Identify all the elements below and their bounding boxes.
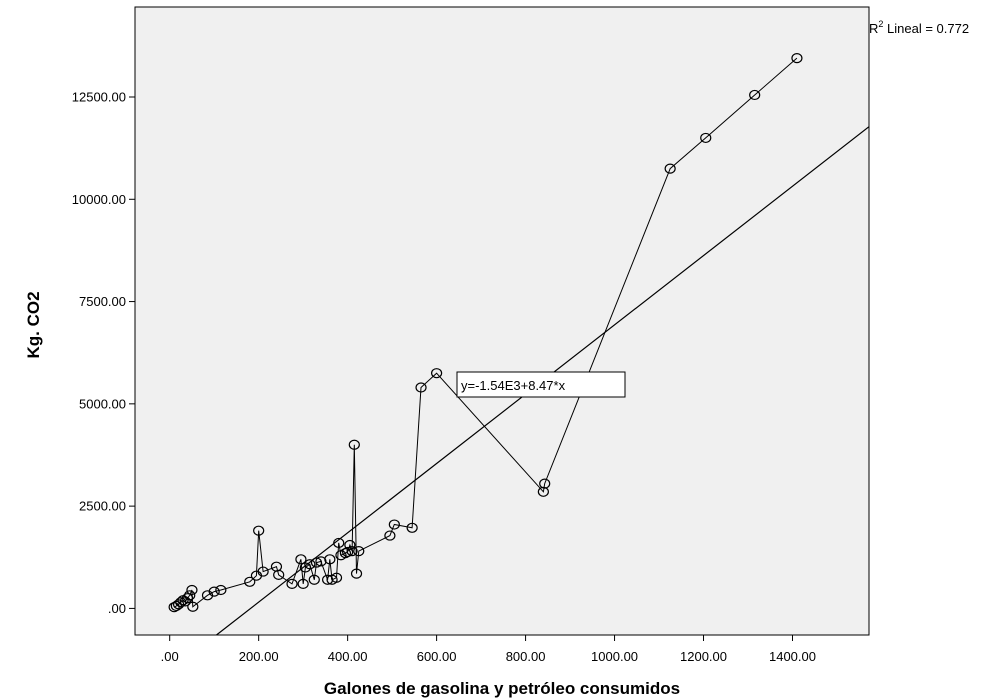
- data-point: [253, 525, 265, 536]
- data-point: [339, 548, 352, 559]
- data-point: [431, 368, 443, 379]
- x-axis-title: Galones de gasolina y petróleo consumido…: [324, 679, 680, 698]
- equation-box: [456, 371, 626, 398]
- x-tick-label: 400.00: [328, 649, 368, 664]
- data-point: [348, 439, 360, 450]
- y-tick-label: 10000.00: [72, 192, 126, 207]
- x-tick-label: 800.00: [506, 649, 546, 664]
- equation-annotation: y=-1.54E3+8.47*x: [456, 371, 626, 398]
- data-point: [342, 546, 354, 558]
- r2-label: R2 Lineal = 0.772: [869, 19, 969, 36]
- data-point: [384, 530, 396, 541]
- plot-area: [134, 6, 870, 636]
- data-point: [308, 574, 320, 585]
- data-point: [310, 557, 323, 568]
- x-tick-label: 1000.00: [591, 649, 638, 664]
- data-point: [304, 559, 316, 570]
- data-point: [749, 89, 761, 101]
- data-point: [297, 578, 309, 589]
- data-points-layer: [168, 53, 803, 613]
- data-point: [791, 53, 803, 64]
- data-point: [295, 554, 307, 565]
- data-point: [333, 537, 345, 549]
- data-point: [187, 601, 199, 612]
- y-tick-label: 7500.00: [79, 294, 126, 309]
- x-tick-label: 1200.00: [680, 649, 727, 664]
- data-point: [215, 584, 227, 596]
- data-point: [537, 486, 549, 497]
- x-tick-label: 1400.00: [769, 649, 816, 664]
- data-point: [415, 382, 427, 393]
- y-axis: .00 2500.00 5000.00 7500.00 10000.00 12500.00: [72, 90, 135, 616]
- data-point: [257, 566, 269, 577]
- y-tick-label: 5000.00: [79, 396, 126, 411]
- x-tick-label: 200.00: [239, 649, 279, 664]
- data-point: [244, 576, 256, 587]
- data-point: [700, 132, 712, 144]
- data-point: [208, 586, 220, 597]
- r2-label-prefix: R: [869, 21, 878, 36]
- data-point: [388, 519, 400, 530]
- data-point: [353, 546, 365, 557]
- x-tick-label: 600.00: [417, 649, 457, 664]
- r2-label-superscript: 2: [878, 19, 883, 29]
- data-point: [186, 584, 198, 596]
- data-point: [184, 590, 196, 601]
- data-point: [286, 578, 298, 589]
- x-tick-label: .00: [161, 649, 179, 664]
- data-point: [344, 539, 356, 551]
- y-tick-label: .00: [108, 601, 126, 616]
- data-point: [324, 554, 336, 565]
- data-point: [346, 546, 358, 557]
- y-axis-title: Kg. CO2: [24, 291, 43, 358]
- x-axis: .00 200.00 400.00 600.00 800.00 1000.00 1200.0…: [161, 635, 816, 664]
- equation-label: y=-1.54E3+8.47*x: [461, 378, 566, 393]
- data-point: [664, 163, 676, 174]
- data-point: [539, 478, 551, 489]
- data-point: [330, 572, 343, 583]
- data-point: [273, 569, 285, 580]
- data-point: [181, 593, 194, 604]
- y-tick-label: 12500.00: [72, 90, 126, 105]
- data-point: [406, 522, 418, 533]
- data-point: [350, 568, 363, 579]
- y-tick-label: 2500.00: [79, 499, 126, 514]
- r2-label-suffix: Lineal = 0.772: [883, 21, 969, 36]
